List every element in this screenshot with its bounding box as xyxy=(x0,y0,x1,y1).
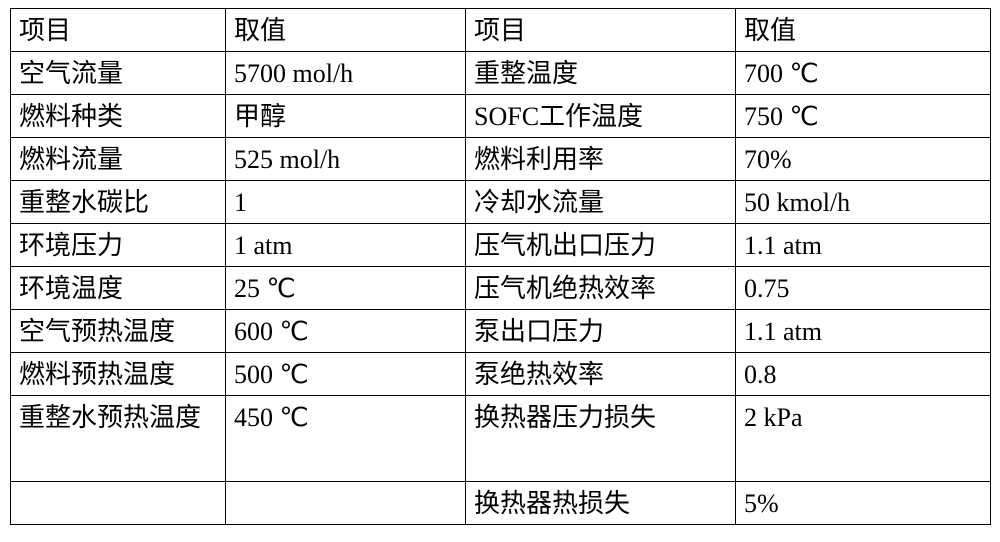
param-value: 50 kmol/h xyxy=(736,181,991,224)
param-name: 压气机绝热效率 xyxy=(466,267,736,310)
param-name: 燃料预热温度 xyxy=(11,353,226,396)
param-value: 600 ℃ xyxy=(226,310,466,353)
param-value: 5% xyxy=(736,482,991,525)
table-row: 换热器热损失 5% xyxy=(11,482,991,525)
param-value: 500 ℃ xyxy=(226,353,466,396)
param-name: 燃料利用率 xyxy=(466,138,736,181)
table-row: 空气流量 5700 mol/h 重整温度 700 ℃ xyxy=(11,52,991,95)
param-value: 700 ℃ xyxy=(736,52,991,95)
param-name: 冷却水流量 xyxy=(466,181,736,224)
param-value: 甲醇 xyxy=(226,95,466,138)
param-value xyxy=(226,482,466,525)
param-value: 2 kPa xyxy=(736,396,991,482)
param-value: 1.1 atm xyxy=(736,310,991,353)
param-name: 燃料流量 xyxy=(11,138,226,181)
param-name: 泵出口压力 xyxy=(466,310,736,353)
param-name: 空气流量 xyxy=(11,52,226,95)
header-val-1: 取值 xyxy=(226,9,466,52)
parameters-table: 项目 取值 项目 取值 空气流量 5700 mol/h 重整温度 700 ℃ 燃… xyxy=(10,8,991,525)
table-row: 环境压力 1 atm 压气机出口压力 1.1 atm xyxy=(11,224,991,267)
table-row: 燃料流量 525 mol/h 燃料利用率 70% xyxy=(11,138,991,181)
param-name: 空气预热温度 xyxy=(11,310,226,353)
param-value: 0.75 xyxy=(736,267,991,310)
table-header-row: 项目 取值 项目 取值 xyxy=(11,9,991,52)
param-name: 换热器热损失 xyxy=(466,482,736,525)
param-value: 450 ℃ xyxy=(226,396,466,482)
param-name: 环境温度 xyxy=(11,267,226,310)
table-row: 燃料种类 甲醇 SOFC工作温度 750 ℃ xyxy=(11,95,991,138)
param-name: 泵绝热效率 xyxy=(466,353,736,396)
param-name: 重整温度 xyxy=(466,52,736,95)
param-value: 25 ℃ xyxy=(226,267,466,310)
param-value: 70% xyxy=(736,138,991,181)
table-row: 重整水预热温度 450 ℃ 换热器压力损失 2 kPa xyxy=(11,396,991,482)
param-name: 重整水碳比 xyxy=(11,181,226,224)
param-name xyxy=(11,482,226,525)
param-value: 525 mol/h xyxy=(226,138,466,181)
param-value: 0.8 xyxy=(736,353,991,396)
param-name: 压气机出口压力 xyxy=(466,224,736,267)
table-row: 燃料预热温度 500 ℃ 泵绝热效率 0.8 xyxy=(11,353,991,396)
param-name: 重整水预热温度 xyxy=(11,396,226,482)
param-value: 750 ℃ xyxy=(736,95,991,138)
param-name: 燃料种类 xyxy=(11,95,226,138)
table-row: 重整水碳比 1 冷却水流量 50 kmol/h xyxy=(11,181,991,224)
param-value: 1.1 atm xyxy=(736,224,991,267)
header-item-1: 项目 xyxy=(11,9,226,52)
header-item-2: 项目 xyxy=(466,9,736,52)
table-row: 环境温度 25 ℃ 压气机绝热效率 0.75 xyxy=(11,267,991,310)
table-row: 空气预热温度 600 ℃ 泵出口压力 1.1 atm xyxy=(11,310,991,353)
param-value: 1 atm xyxy=(226,224,466,267)
header-val-2: 取值 xyxy=(736,9,991,52)
param-name: SOFC工作温度 xyxy=(466,95,736,138)
param-name: 环境压力 xyxy=(11,224,226,267)
param-value: 5700 mol/h xyxy=(226,52,466,95)
param-value: 1 xyxy=(226,181,466,224)
param-name: 换热器压力损失 xyxy=(466,396,736,482)
